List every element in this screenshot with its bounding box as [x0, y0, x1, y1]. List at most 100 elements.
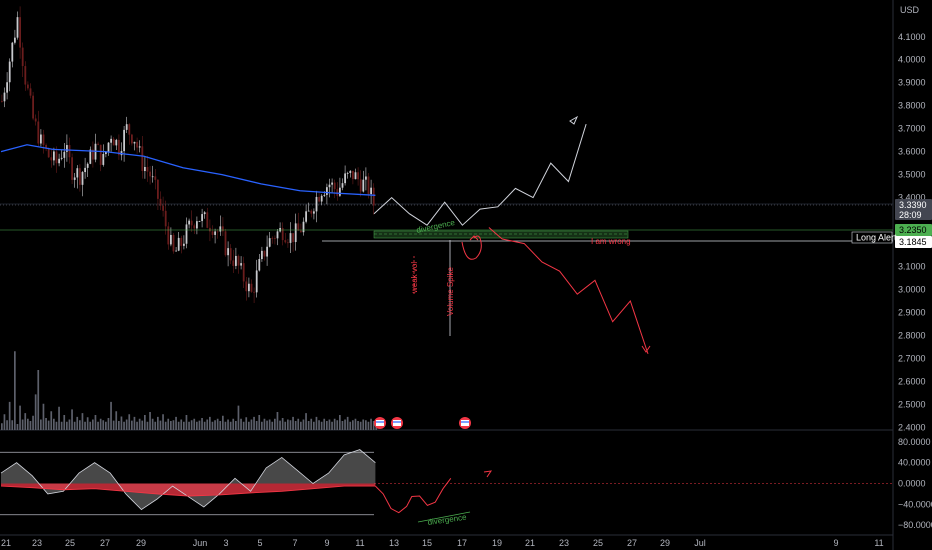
price-tick-label: 3.6000 — [898, 147, 926, 157]
candle — [333, 179, 336, 199]
candle — [352, 170, 354, 185]
volume-bar — [281, 418, 284, 430]
osc-slow-line — [0, 485, 376, 497]
osc-fast-line — [0, 449, 376, 511]
price-tick-label: 3.4000 — [898, 193, 926, 203]
volume-bar — [27, 418, 29, 430]
volume-bar — [214, 420, 216, 430]
event-icons[interactable] — [374, 417, 471, 429]
candle — [128, 123, 131, 145]
candle — [14, 29, 16, 45]
osc-projection-path[interactable] — [375, 477, 452, 514]
volume-bar — [66, 421, 68, 430]
candle — [66, 134, 68, 162]
candle — [336, 182, 339, 201]
volume-bar — [255, 421, 258, 430]
candle — [237, 254, 240, 274]
long-alert-tag[interactable]: Long Alert 3.1845 — [851, 231, 932, 248]
candle — [201, 208, 203, 228]
candle — [180, 235, 183, 254]
volume-bar — [318, 420, 320, 430]
volume-bar — [1, 423, 3, 430]
volume-bar — [362, 419, 365, 430]
volume-bar — [232, 418, 235, 430]
candle — [115, 138, 118, 151]
candle — [107, 141, 110, 156]
volume-bar — [235, 421, 237, 430]
volume-bar — [271, 421, 274, 430]
candle — [289, 222, 292, 253]
red-curl-arrowhead — [469, 235, 479, 241]
oscillator-pane — [0, 449, 893, 516]
candle — [112, 136, 115, 146]
volume-bar — [60, 421, 63, 430]
candle — [211, 225, 214, 239]
volume-bar — [94, 415, 97, 430]
volume-bar — [58, 406, 60, 430]
volume-bar — [370, 418, 372, 430]
volume-bar — [16, 424, 19, 430]
us-event-flag-icon[interactable] — [374, 417, 386, 429]
volume-bar — [86, 417, 89, 430]
candle — [354, 168, 357, 180]
volume-bar — [300, 421, 302, 430]
volume-bar — [162, 414, 164, 430]
volume-bar — [110, 401, 112, 430]
volume-bar — [331, 421, 333, 430]
price-tick-label: 3.8000 — [898, 101, 926, 111]
volume-bar — [349, 421, 352, 430]
green-level-value: 3.2350 — [899, 225, 927, 235]
volume-bar — [227, 419, 229, 430]
price-axis[interactable]: USD 4.1000 4.0000 3.9000 3.8000 3.7000 3.6000… — [898, 5, 926, 432]
volume-bar — [8, 401, 11, 430]
volume-bar — [323, 418, 326, 430]
time-tick-label: 11 — [874, 538, 883, 548]
candle — [58, 153, 60, 167]
candle — [53, 147, 55, 166]
volume-bar — [276, 412, 279, 430]
candle — [245, 276, 248, 301]
candle — [167, 222, 170, 250]
volume-bar — [177, 421, 180, 430]
volume-bar — [287, 419, 289, 430]
time-tick-label: 23 — [32, 538, 42, 548]
volume-bar — [89, 421, 92, 430]
volume-bar — [81, 413, 84, 430]
candle — [76, 165, 79, 189]
projection-bearish-path[interactable] — [488, 227, 649, 355]
volume-bar — [151, 418, 154, 430]
currency-label[interactable]: USD — [900, 5, 920, 15]
volume-bar — [128, 414, 131, 430]
volume-bar — [40, 419, 42, 430]
volume-bar — [203, 421, 206, 430]
volume-bar — [167, 418, 170, 430]
candle — [253, 287, 255, 303]
osc-divergence-line — [417, 511, 471, 523]
volume-bar — [357, 421, 359, 430]
us-event-flag-icon[interactable] — [391, 417, 403, 429]
us-event-flag-icon[interactable] — [459, 417, 471, 429]
volume-bar — [55, 421, 58, 430]
candle — [268, 231, 271, 248]
volume-bar — [248, 421, 250, 430]
volume-bar — [245, 417, 248, 430]
candle — [326, 183, 328, 205]
volume-bar — [68, 419, 71, 430]
time-tick-label: 27 — [100, 538, 110, 548]
volume-bar — [115, 411, 118, 430]
time-axis[interactable]: 21 23 25 27 29 Jun 3 5 7 9 11 13 15 17 19 21 23 25 27 29 Jul… — [1, 538, 884, 548]
divergence-zone[interactable] — [373, 230, 629, 239]
volume-bar — [63, 415, 66, 430]
long-alert-value: 3.1845 — [899, 237, 927, 247]
candle — [151, 165, 154, 183]
oscillator-axis[interactable]: 80.0000 40.0000 0.0000 −40.0000 −80.0000 — [898, 437, 932, 530]
candle — [344, 165, 346, 186]
candle — [214, 228, 216, 244]
candle — [71, 153, 73, 184]
time-tick-label: 15 — [422, 538, 432, 548]
price-tick-label: 3.7000 — [898, 124, 926, 134]
projection-bullish-path[interactable] — [373, 123, 587, 226]
volume-bar — [292, 416, 294, 430]
volume-bar — [240, 418, 242, 430]
